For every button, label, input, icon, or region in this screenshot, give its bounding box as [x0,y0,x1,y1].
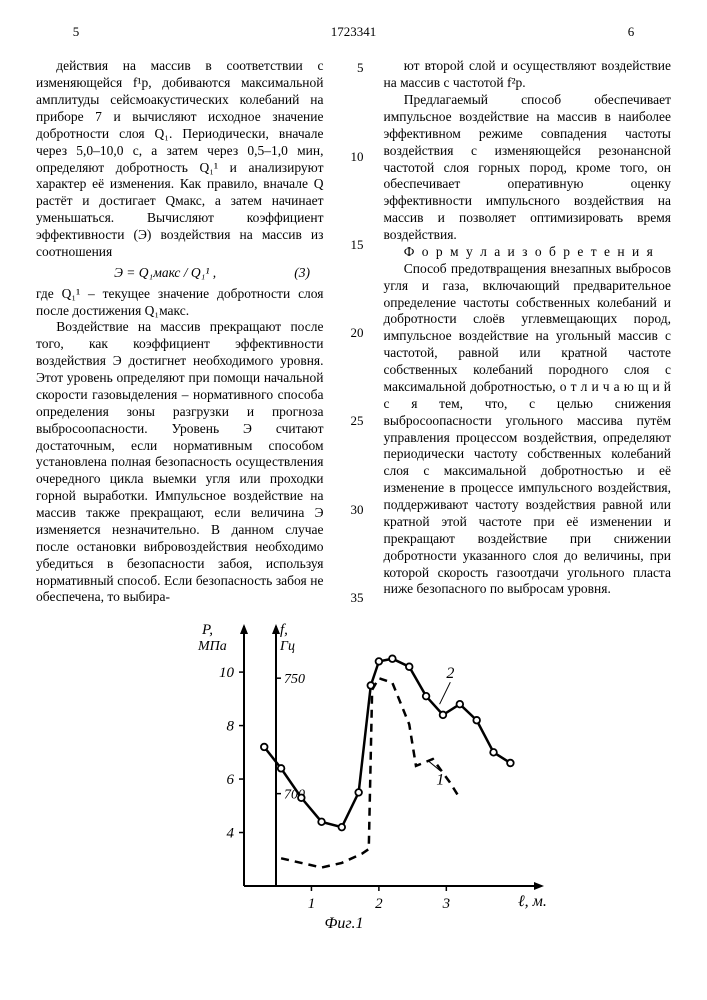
claims-title-text: Ф о р м у л а и з о б р е т е н и я [404,244,655,259]
line-number: 10 [344,149,364,165]
svg-text:P,: P, [201,622,213,638]
formula-expr: Э = Q₁макс / Q₁¹ , [114,265,216,280]
line-number: 5 [344,60,364,76]
svg-text:8: 8 [226,719,234,735]
right-p1: ют второй слой и осуществляют воздействи… [384,58,672,92]
svg-text:МПа: МПа [197,639,227,654]
formula-3: Э = Q₁макс / Q₁¹ , (3) [36,265,324,282]
body-columns: действия на массив в соответствии с изме… [36,58,671,606]
line-number: 15 [344,237,364,253]
svg-text:1: 1 [436,772,444,789]
svg-text:4: 4 [226,826,234,842]
figure-1: P, МПаf, Гцℓ, м.4681070075012312Фиг.1 [36,612,671,932]
svg-text:1: 1 [307,896,315,912]
line-number-gutter: 5 10 15 20 25 30 35 [344,58,364,606]
svg-text:2: 2 [375,896,383,912]
svg-text:3: 3 [441,896,450,912]
page-header: 5 1723341 6 [36,24,671,40]
svg-text:10: 10 [219,665,235,681]
line-number: 20 [344,325,364,341]
page-num-right: 6 [591,24,671,40]
left-column: действия на массив в соответствии с изме… [36,58,324,606]
left-p1: действия на массив в соответствии с изме… [36,58,324,261]
svg-text:2: 2 [446,665,454,682]
line-number: 30 [344,502,364,518]
patent-number: 1723341 [331,24,377,40]
svg-text:6: 6 [226,772,234,788]
formula-number: (3) [294,265,310,282]
line-number: 25 [344,413,364,429]
svg-text:750: 750 [284,672,305,687]
svg-text:ℓ, м.: ℓ, м. [518,893,547,910]
left-p3: Воздействие на массив прекращают после т… [36,319,324,606]
page-num-left: 5 [36,24,116,40]
right-column: ют второй слой и осуществляют воздействи… [384,58,672,606]
figure-1-svg: P, МПаf, Гцℓ, м.4681070075012312Фиг.1 [144,612,564,932]
claims-title: Ф о р м у л а и з о б р е т е н и я [384,244,672,261]
right-p2: Предлагаемый способ обеспечивает импульс… [384,92,672,244]
line-number: 35 [344,590,364,606]
left-p2: где Q₁¹ – текущее значение добротности с… [36,286,324,320]
svg-text:Гц: Гц [279,639,295,654]
svg-text:Фиг.1: Фиг.1 [324,915,363,932]
svg-text:f,: f, [280,622,288,638]
right-p3: Способ предотвращения внезапных выбросов… [384,261,672,599]
